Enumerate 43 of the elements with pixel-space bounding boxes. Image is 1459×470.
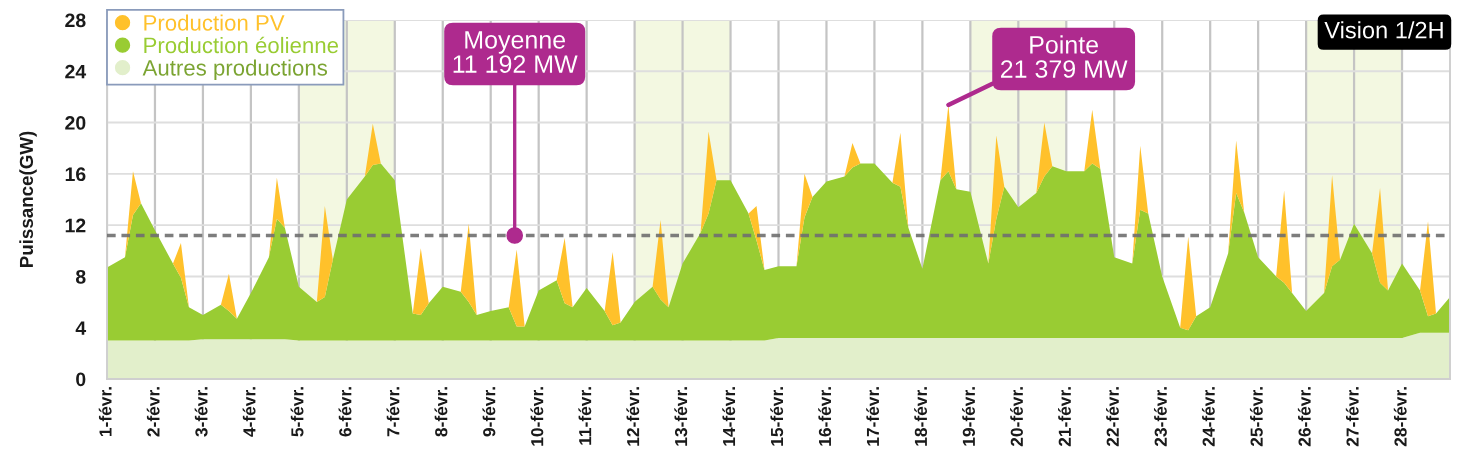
y-tick-label: 8 <box>75 269 86 284</box>
y-tick-label: 12 <box>65 218 86 233</box>
annotation: Vision 1/2H <box>1324 21 1443 39</box>
x-tick-label: 25-févr. <box>1249 387 1263 447</box>
y-tick-label: 24 <box>65 64 87 79</box>
y-tick-label: 28 <box>65 13 86 28</box>
legend-label: Autres productions <box>142 59 328 81</box>
x-tick-label: 13-févr. <box>674 387 688 446</box>
y-tick-label: 20 <box>65 116 86 130</box>
x-tick-label: 8-févr. <box>434 387 448 437</box>
x-tick-label: 21-févr. <box>1058 387 1071 447</box>
y-axis-title: Puissance(GW) <box>19 131 37 268</box>
x-tick-label: 11-févr. <box>578 387 592 445</box>
x-tick-label: 20-févr. <box>1010 387 1023 447</box>
x-tick-label: 17-févr. <box>866 387 880 446</box>
x-tick-label: 18-févr. <box>914 387 928 446</box>
y-tick-label: 4 <box>75 321 87 335</box>
x-tick-label: 24-févr. <box>1201 387 1215 447</box>
x-tick-label: 15-févr. <box>770 387 784 446</box>
x-tick-label: 6-févr. <box>338 387 352 437</box>
annotation: Pointe 21 379 MW <box>1001 35 1128 78</box>
x-tick-label: 4-févr. <box>242 387 256 437</box>
x-tick-label: 5-févr. <box>290 387 304 437</box>
x-tick-label: 28-févr. <box>1393 387 1407 447</box>
annotation: Moyenne 11 192 MW <box>453 31 578 73</box>
x-tick-label: 27-févr. <box>1345 387 1359 447</box>
x-tick-label: 7-févr. <box>386 387 400 437</box>
y-tick-label: 16 <box>65 167 86 182</box>
x-tick-label: 2-févr. <box>146 387 160 437</box>
x-tick-label: 9-févr. <box>482 387 496 437</box>
x-tick-label: 3-févr. <box>194 387 208 437</box>
x-tick-label: 14-févr. <box>722 387 736 446</box>
x-tick-label: 10-févr. <box>530 387 544 446</box>
x-tick-label: 1-févr. <box>98 387 112 436</box>
y-tick-label: 0 <box>76 372 86 387</box>
legend-label: Production PV <box>144 14 285 31</box>
x-tick-label: 26-févr. <box>1297 387 1311 447</box>
x-tick-label: 12-févr. <box>626 387 640 446</box>
x-tick-label: 22-févr. <box>1106 387 1119 447</box>
x-tick-label: 16-févr. <box>818 387 832 446</box>
x-tick-label: 19-févr. <box>962 387 976 446</box>
legend-label: Production éolienne <box>144 36 339 54</box>
x-tick-label: 23-févr. <box>1153 387 1167 447</box>
